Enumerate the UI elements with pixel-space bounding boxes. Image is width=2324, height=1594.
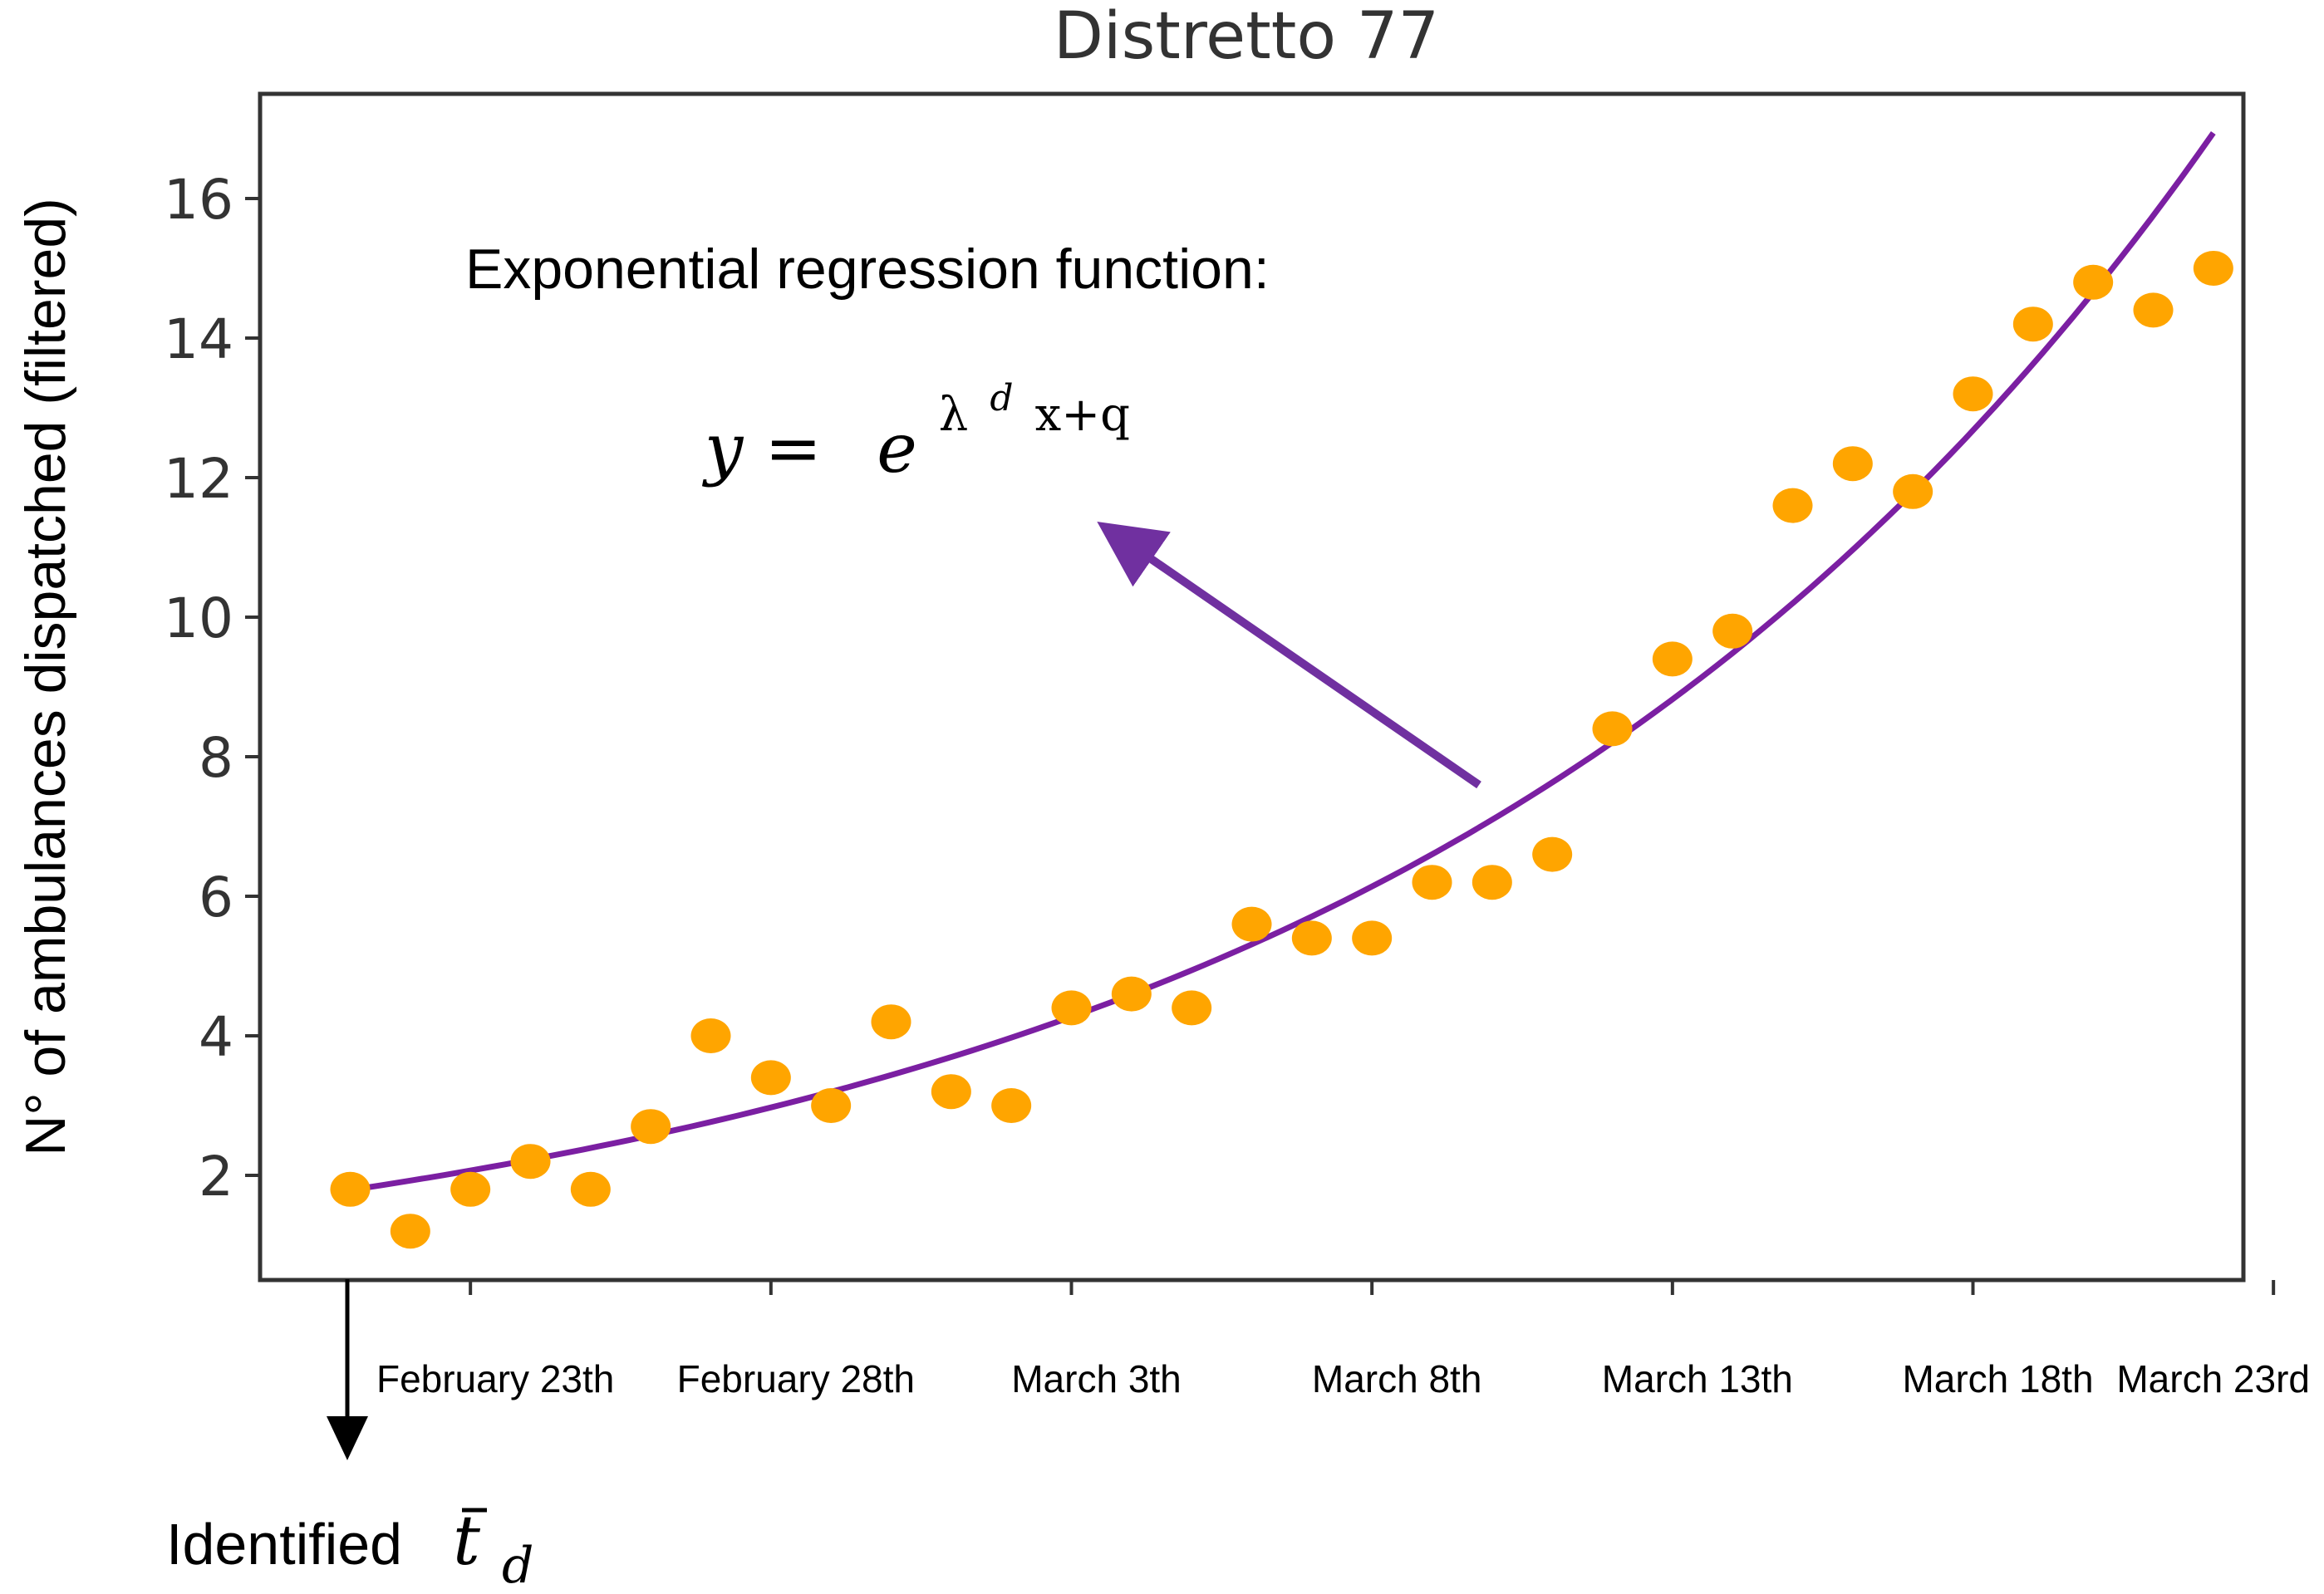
data-point	[2012, 307, 2053, 342]
y-axis-label: N° of ambulances dispatched (filtered)	[14, 198, 77, 1156]
x-tick-label: March 23rd	[2116, 1357, 2310, 1400]
annotation-arrow	[1097, 521, 1481, 789]
identified-label: Identified	[166, 1512, 402, 1577]
y-tick-label: 10	[164, 586, 233, 650]
x-tick-label: March 3th	[1011, 1357, 1182, 1400]
data-point	[330, 1171, 371, 1207]
x-tick-label: March 8th	[1312, 1357, 1482, 1400]
data-point	[1472, 865, 1512, 900]
identified-arrow-head	[327, 1416, 368, 1460]
data-point	[931, 1074, 971, 1110]
y-tick-label: 14	[164, 307, 233, 371]
data-points	[330, 251, 2233, 1249]
data-point	[1111, 976, 1152, 1012]
data-point	[1412, 865, 1452, 900]
data-point	[1652, 641, 1693, 677]
symbol-sub: d	[502, 1537, 533, 1594]
data-point	[2073, 264, 2114, 300]
formula-base: e	[877, 410, 917, 488]
data-point	[1532, 836, 1573, 872]
data-point	[1291, 920, 1332, 956]
x-tick-label: February 28th	[677, 1357, 915, 1400]
data-point	[811, 1088, 852, 1123]
data-point	[690, 1018, 731, 1053]
y-tick-label: 12	[164, 447, 233, 511]
formula-lhs: y =	[701, 410, 822, 488]
data-point	[1051, 990, 1092, 1026]
data-point	[1832, 446, 1873, 482]
data-point	[991, 1088, 1032, 1123]
formula-exp-d: d	[990, 377, 1013, 419]
data-point	[2193, 251, 2233, 286]
data-point	[1772, 488, 1813, 523]
data-point	[1172, 990, 1212, 1026]
data-point	[1953, 376, 1993, 412]
data-point	[570, 1171, 611, 1207]
data-point	[1592, 711, 1633, 747]
symbol-t: t	[453, 1502, 481, 1581]
y-axis-ticks: 2 4 6 8 10 12 14 16	[164, 168, 260, 1209]
data-point	[1231, 906, 1272, 942]
plot-frame	[258, 91, 2246, 1283]
data-point	[871, 1004, 911, 1040]
data-point	[390, 1214, 430, 1249]
data-point	[1893, 473, 1933, 509]
identified-symbol: t d	[453, 1502, 533, 1594]
data-point	[1352, 920, 1393, 956]
y-tick-label: 6	[199, 866, 233, 929]
x-tick-label: March 18th	[1902, 1357, 2093, 1400]
data-point	[750, 1060, 791, 1096]
formula-exp-rest: x+q	[1035, 388, 1130, 442]
y-tick-label: 8	[199, 726, 233, 790]
y-tick-label: 16	[164, 168, 233, 232]
annotation-label: Exponential regression function:	[465, 238, 1270, 301]
x-tick-label: March 13th	[1602, 1357, 1793, 1400]
chart-title: Distretto 77	[1054, 0, 1439, 74]
data-point	[1712, 613, 1753, 649]
y-tick-label: 4	[199, 1005, 233, 1069]
data-point	[510, 1144, 551, 1180]
formula-exp-lambda: λ	[939, 388, 969, 442]
x-tick-label: February 23th	[376, 1357, 614, 1400]
y-tick-label: 2	[199, 1145, 233, 1209]
data-point	[450, 1171, 491, 1207]
data-point	[631, 1109, 671, 1145]
x-axis-ticks: February 23th February 28th March 3th March…	[376, 1280, 2310, 1400]
data-point	[2133, 292, 2174, 328]
regression-formula: y = e λ d x+q	[701, 348, 1130, 488]
